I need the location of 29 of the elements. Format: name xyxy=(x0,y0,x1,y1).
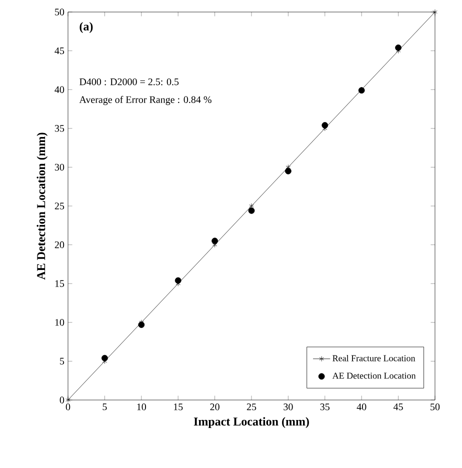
x-tick-label: 15 xyxy=(174,404,183,410)
y-tick-label: 30 xyxy=(54,164,64,171)
y-tick-label: 45 xyxy=(54,47,64,54)
x-tick-label: 45 xyxy=(393,404,403,410)
legend-label: Real Fracture Location xyxy=(332,354,416,362)
x-tick-label: 35 xyxy=(320,404,330,410)
x-tick-label: 20 xyxy=(210,404,220,410)
annotation: D400 : D2000 = 2.5: 0.5 xyxy=(79,78,179,86)
x-tick-label: 25 xyxy=(246,404,256,410)
legend-label: AE Detection Location xyxy=(332,372,416,379)
x-tick-label: 0 xyxy=(66,404,70,410)
x-axis-title: Impact Location (mm) xyxy=(194,417,309,428)
x-tick-label: 30 xyxy=(284,404,293,410)
x-tick-label: 50 xyxy=(430,404,440,410)
y-tick-label: 15 xyxy=(55,280,64,287)
y-tick-label: 20 xyxy=(54,241,64,248)
y-tick-label: 25 xyxy=(54,202,64,210)
x-tick-label: 10 xyxy=(137,404,146,410)
y-tick-label: 40 xyxy=(54,86,64,93)
y-tick-label: 35 xyxy=(54,125,64,132)
y-tick-label: 0 xyxy=(60,396,64,404)
y-tick-label: 10 xyxy=(55,319,64,326)
x-tick-label: 5 xyxy=(102,404,107,410)
y-tick-label: 5 xyxy=(60,358,64,365)
x-tick-label: 40 xyxy=(356,404,366,410)
y-tick-label: 50 xyxy=(55,8,64,16)
annotation: Average of Error Range : 0.84 % xyxy=(79,96,212,106)
y-axis-title: AE Detection Location (mm) xyxy=(36,132,48,280)
annotation: (a) xyxy=(80,22,93,33)
